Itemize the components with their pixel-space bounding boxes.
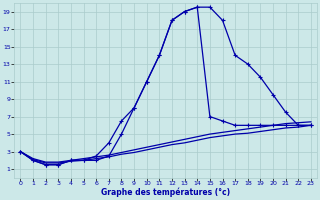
X-axis label: Graphe des températures (°c): Graphe des températures (°c): [101, 188, 230, 197]
